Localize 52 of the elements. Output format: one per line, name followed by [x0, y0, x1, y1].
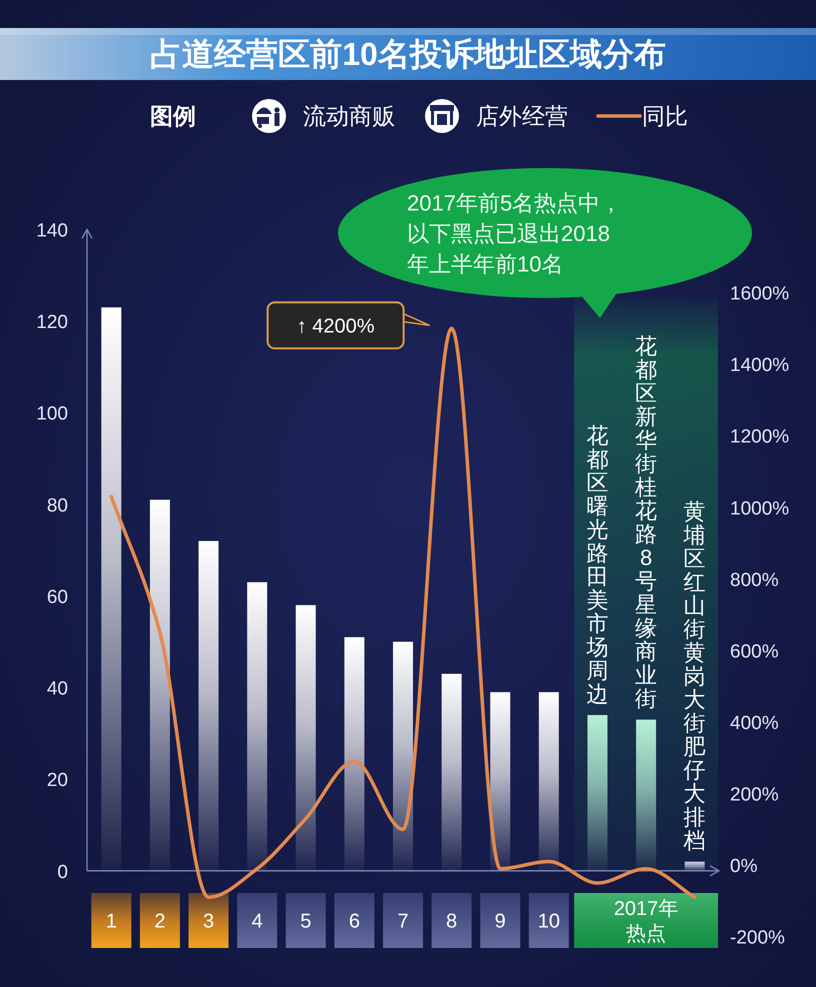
bar: [393, 642, 413, 871]
y-tick-label: 100: [36, 404, 68, 425]
y2-tick-label: 1600%: [730, 284, 790, 305]
y2-tick-label: 1400%: [730, 355, 790, 376]
bar: [442, 674, 462, 871]
bar: [150, 500, 170, 871]
chart-title: 占道经营区前10名投诉地址区域分布: [150, 36, 666, 72]
y-tick-label: 80: [46, 495, 68, 516]
x-tick-label: 5: [300, 910, 312, 932]
x-tick-label: 4: [252, 910, 263, 932]
x-tick-label: 3: [202, 910, 214, 932]
y-tick-label: 120: [36, 312, 68, 334]
x-tick-label: 6: [348, 910, 360, 932]
y-tick-label: 60: [46, 586, 68, 608]
bar: [101, 307, 122, 871]
x-tick-label: 8: [446, 910, 458, 932]
y-tick-label: 40: [46, 678, 68, 700]
x-tick-label: 9: [494, 910, 506, 932]
bar: [296, 605, 316, 871]
x-tick-label: 2: [154, 910, 166, 932]
category-label: 花都区新华街桂花路8号星缘商业街: [635, 333, 658, 711]
y2-tick-label: 0%: [730, 856, 758, 878]
text: 店外经营: [476, 103, 568, 129]
annotation: ↑ 4200%: [296, 315, 375, 338]
y-tick-label: 20: [46, 770, 68, 792]
bar: [490, 692, 510, 871]
y2-tick-label: 800%: [730, 570, 779, 591]
bar: [538, 692, 559, 871]
bar: [198, 540, 219, 871]
bar: [684, 862, 705, 871]
category-label: 花都区曙光路田美市场周边: [586, 422, 608, 706]
text: 流动商贩: [303, 103, 395, 129]
bar: [587, 715, 608, 871]
y-tick-label: 0: [57, 862, 68, 883]
annotation: 2017年前5名热点中，以下黑点已退出2018年上半年前10名: [407, 190, 622, 276]
y2-tick-label: 600%: [730, 641, 779, 662]
y2-tick-label: 1000%: [730, 498, 790, 520]
category-label: 黄埔区红山街黄岗大街肥仔大排档: [684, 498, 706, 853]
y2-tick-label: 200%: [730, 784, 779, 806]
y2-tick-label: -200%: [730, 928, 786, 949]
bar: [247, 582, 268, 871]
bar: [344, 637, 364, 871]
x-tick-label: 1: [106, 910, 117, 932]
x-tick-label: 7: [397, 910, 409, 932]
x-tick-label: 10: [538, 910, 560, 932]
bar: [636, 720, 656, 871]
y-tick-label: 140: [36, 220, 68, 242]
y2-tick-label: 1200%: [730, 426, 790, 448]
legend-title: 图例: [150, 103, 196, 129]
legend-label: 同比: [642, 103, 688, 129]
y2-tick-label: 400%: [730, 713, 779, 734]
band-label: 2017年热点: [614, 898, 678, 945]
